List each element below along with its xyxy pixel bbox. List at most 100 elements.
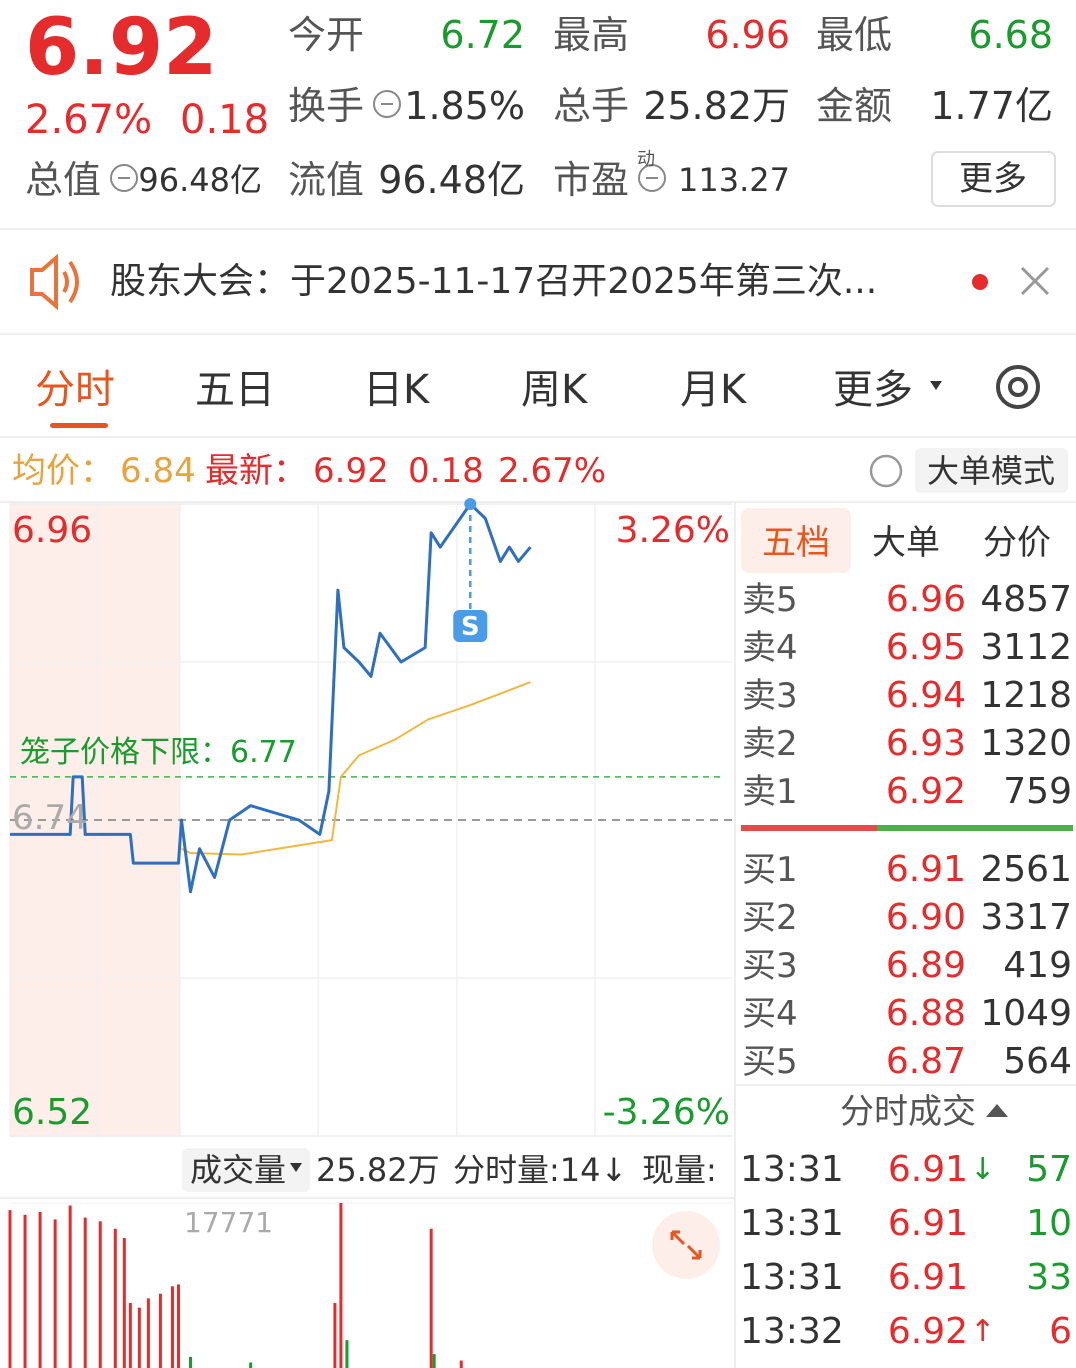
- book-label: 买5: [742, 1042, 798, 1082]
- active-tab-bg: [741, 508, 851, 573]
- close-icon[interactable]: [1020, 266, 1050, 296]
- trade-volume: 6: [1049, 1311, 1072, 1352]
- stat-value: 96.48亿: [378, 158, 525, 202]
- volume-bar: [68, 1205, 72, 1368]
- unread-dot: [972, 274, 988, 290]
- y2-tick-label: 3.26%: [615, 510, 730, 551]
- trade-time: 13:31: [740, 1203, 844, 1244]
- tab[interactable]: 五日: [195, 367, 275, 413]
- change-pct-info: 2.67%: [498, 451, 607, 491]
- tab[interactable]: 月K: [680, 367, 747, 413]
- book-label: 买3: [742, 946, 798, 986]
- book-label: 卖3: [742, 676, 798, 716]
- volume-bar: [83, 1217, 87, 1368]
- book-tab[interactable]: 五档: [762, 523, 830, 563]
- last-label: 最新：: [205, 451, 307, 491]
- trade-volume: 10: [1026, 1203, 1072, 1244]
- avg-label: 均价：: [12, 451, 114, 491]
- volume-bar: [137, 1307, 141, 1368]
- change-info: 0.18: [408, 451, 484, 491]
- volume-bar: [339, 1203, 343, 1368]
- book-volume: 4857: [980, 579, 1072, 620]
- volume-bar: [345, 1340, 349, 1368]
- mode-button-label[interactable]: 大单模式: [926, 452, 1056, 490]
- mode-button[interactable]: [915, 448, 1068, 493]
- y-tick-label: 6.96: [12, 510, 93, 551]
- tab-underline: [50, 423, 108, 428]
- trade-volume: 33: [1026, 1257, 1072, 1298]
- volume-bar: [432, 1354, 436, 1368]
- book-label: 卖5: [742, 580, 798, 620]
- tab[interactable]: 周K: [521, 367, 588, 413]
- book-volume: 564: [1003, 1041, 1072, 1082]
- trade-time: 13:32: [740, 1311, 844, 1352]
- trade-time: 13:31: [740, 1149, 844, 1190]
- book-volume: 1049: [980, 993, 1072, 1034]
- stat-value: 96.48亿: [138, 161, 262, 199]
- trades-title[interactable]: 分时成交: [840, 1092, 976, 1132]
- stat-label: 金额: [816, 84, 893, 128]
- expand-button[interactable]: [652, 1211, 720, 1279]
- book-price: 6.93: [885, 723, 966, 764]
- volume-bar: [333, 1303, 337, 1368]
- stat-value: 1.77亿: [930, 84, 1053, 128]
- book-volume: 2561: [980, 849, 1072, 890]
- volume-bar: [113, 1228, 117, 1368]
- help-icon[interactable]: [869, 454, 903, 488]
- price-line: [10, 502, 532, 894]
- book-price: 6.91: [885, 849, 966, 890]
- volume-bar: [146, 1298, 150, 1368]
- tab[interactable]: 日K: [363, 367, 430, 413]
- stat-label: 总手: [553, 84, 630, 128]
- book-tab[interactable]: 大单: [872, 523, 940, 563]
- tab[interactable]: 分时: [35, 367, 115, 413]
- tab[interactable]: 更多: [833, 367, 913, 413]
- stat-label: 最高: [553, 13, 630, 57]
- price-line: [181, 681, 531, 856]
- info-icon: [110, 164, 138, 192]
- bid-ratio: [877, 825, 1073, 831]
- book-tab[interactable]: 分价: [983, 523, 1051, 563]
- book-volume: 759: [1003, 771, 1072, 812]
- stat-label: 换手: [288, 84, 365, 128]
- y-tick-label: 6.52: [12, 1092, 93, 1133]
- more-button-label[interactable]: 更多: [959, 159, 1027, 199]
- avg-price: 6.84: [120, 451, 196, 491]
- more-button[interactable]: [931, 151, 1056, 207]
- volume-bar: [38, 1212, 42, 1368]
- volume-bar: [249, 1362, 253, 1368]
- book-label: 买1: [742, 850, 798, 890]
- trade-arrow: ↓: [970, 1152, 996, 1187]
- book-volume: 3317: [980, 897, 1072, 938]
- volume-bar: [176, 1284, 180, 1368]
- last-price-info: 6.92: [313, 451, 389, 491]
- trade-time: 13:31: [740, 1257, 844, 1298]
- volume-bar: [170, 1286, 174, 1368]
- book-price: 6.94: [885, 675, 966, 716]
- change-pct: 2.67%: [25, 97, 153, 143]
- change: 0.18: [180, 97, 270, 143]
- notice-text[interactable]: 股东大会：于2025-11-17召开2025年第三次...: [110, 261, 878, 302]
- book-label: 买4: [742, 994, 798, 1034]
- dropdown-arrow: [290, 1163, 302, 1172]
- settings-icon[interactable]: [996, 365, 1040, 409]
- expand-icon: [670, 1230, 702, 1260]
- stat-value: 6.96: [705, 13, 790, 57]
- book-label: 卖1: [742, 772, 798, 812]
- volume-bar: [98, 1221, 102, 1368]
- reference-label: 6.74: [12, 798, 88, 838]
- trade-arrow: ↑: [970, 1314, 996, 1349]
- y-tick-label: 17771: [184, 1206, 274, 1239]
- speaker-icon: [30, 253, 79, 311]
- stat-value: 6.68: [968, 13, 1053, 57]
- volume-selector-label[interactable]: 成交量: [190, 1151, 287, 1189]
- trade-volume: 57: [1026, 1149, 1072, 1190]
- volume-bar: [128, 1303, 132, 1368]
- volume-selector[interactable]: [182, 1148, 310, 1192]
- stat-label: 流值: [288, 158, 365, 202]
- volume-bar: [23, 1214, 27, 1368]
- book-volume: 3112: [980, 627, 1072, 668]
- ask-ratio: [741, 825, 877, 831]
